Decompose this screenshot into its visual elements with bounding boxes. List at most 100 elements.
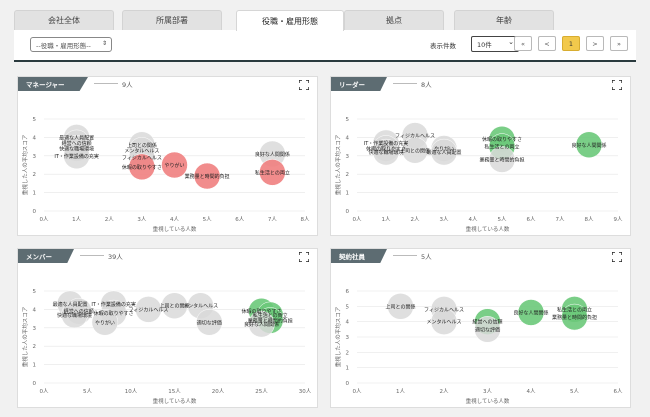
y-tick-label: 2 bbox=[346, 350, 350, 356]
x-tick-label: 1人 bbox=[382, 216, 391, 223]
x-tick-label: 4人 bbox=[170, 216, 179, 223]
y-tick-label: 6 bbox=[346, 289, 350, 295]
data-point[interactable] bbox=[372, 138, 400, 166]
page-next-button[interactable]: > bbox=[586, 36, 604, 51]
y-axis-label: 重視した人の平均スコア bbox=[21, 306, 29, 367]
data-point-label: 経営への信頼 bbox=[64, 308, 94, 315]
data-point-label: メンタルヘルス bbox=[426, 319, 461, 326]
tab-location[interactable]: 拠点 bbox=[344, 10, 444, 30]
x-tick-label: 1人 bbox=[396, 388, 405, 395]
x-tick-label: 7人 bbox=[268, 216, 277, 223]
title-divider bbox=[94, 83, 118, 84]
y-tick-label: 0 bbox=[33, 209, 37, 215]
data-point[interactable] bbox=[161, 151, 188, 179]
page-last-button[interactable]: » bbox=[610, 36, 628, 51]
y-tick-label: 4 bbox=[346, 320, 350, 326]
x-tick-label: 0人 bbox=[353, 216, 362, 223]
data-point[interactable] bbox=[430, 138, 458, 166]
data-point-label: 適切な評価 bbox=[197, 319, 222, 326]
data-point[interactable] bbox=[561, 303, 588, 331]
x-tick-label: 9人 bbox=[614, 216, 623, 223]
data-point[interactable] bbox=[517, 299, 545, 326]
x-tick-label: 15人 bbox=[168, 388, 181, 395]
x-tick-label: 25人 bbox=[255, 388, 268, 395]
y-tick-label: 1 bbox=[346, 366, 350, 372]
tab-position[interactable]: 役職・雇用形態 bbox=[236, 10, 344, 31]
data-point[interactable] bbox=[387, 293, 414, 320]
y-tick-label: 4 bbox=[346, 135, 350, 141]
x-tick-label: 3人 bbox=[137, 216, 146, 223]
x-tick-label: 8人 bbox=[585, 216, 594, 223]
data-point-label: 業務量と時間的負担 bbox=[479, 156, 524, 163]
data-point[interactable] bbox=[63, 142, 90, 170]
data-point-label: 良好な人間関係 bbox=[571, 142, 606, 149]
data-point[interactable] bbox=[488, 146, 516, 173]
data-point[interactable] bbox=[61, 301, 88, 329]
data-point-label: やりがい bbox=[164, 162, 184, 169]
x-axis-label: 重視している人数 bbox=[153, 397, 197, 405]
data-point-label: 業務量と時間的負担 bbox=[552, 314, 597, 321]
tab-bar: 会社全体 所属部署 役職・雇用形態 拠点 年齢 bbox=[14, 10, 636, 31]
x-tick-label: 5人 bbox=[498, 216, 507, 223]
data-point[interactable] bbox=[474, 316, 501, 343]
x-tick-label: 6人 bbox=[614, 388, 623, 395]
x-tick-label: 4人 bbox=[527, 388, 536, 395]
title-divider bbox=[393, 83, 417, 84]
x-tick-label: 6人 bbox=[235, 216, 244, 223]
tab-department[interactable]: 所属部署 bbox=[122, 10, 222, 30]
position-select-value: --役職・雇用形態-- bbox=[36, 41, 91, 50]
y-tick-label: 0 bbox=[346, 209, 350, 215]
data-point-label: 休暇の取りやすさ bbox=[122, 164, 162, 171]
per-page-value: 10件 bbox=[477, 41, 492, 49]
data-point-label: 経営への信頼 bbox=[472, 319, 502, 326]
x-tick-label: 0人 bbox=[40, 216, 49, 223]
data-point-label: 休暇の取りやすさ bbox=[366, 145, 406, 152]
y-tick-label: 1 bbox=[33, 363, 37, 369]
data-point-label: フィジカルヘルス bbox=[424, 307, 464, 313]
data-point-label: 休暇の取りやすさ bbox=[482, 136, 522, 143]
data-point[interactable] bbox=[128, 153, 156, 181]
data-point[interactable] bbox=[193, 162, 221, 190]
data-point-label: メンタルヘルス bbox=[124, 147, 159, 154]
data-point-label: 上司との関係 bbox=[127, 142, 157, 149]
tab-age[interactable]: 年齢 bbox=[454, 10, 554, 30]
data-point-label: 上司との関係 bbox=[160, 303, 190, 310]
data-point[interactable] bbox=[430, 308, 458, 335]
position-select[interactable]: --役職・雇用形態-- ⇕ bbox=[30, 37, 112, 52]
page-first-button[interactable]: « bbox=[514, 36, 532, 51]
page-current-button[interactable]: 1 bbox=[562, 36, 580, 51]
per-page-label: 表示件数 bbox=[430, 42, 456, 50]
y-tick-label: 5 bbox=[346, 304, 350, 310]
data-point[interactable] bbox=[401, 137, 429, 164]
data-point-label: 快適な職場環境 bbox=[59, 145, 94, 152]
per-page-select[interactable]: 10件 ⌄ bbox=[471, 36, 519, 52]
tab-company[interactable]: 会社全体 bbox=[14, 10, 114, 30]
y-tick-label: 3 bbox=[33, 326, 37, 332]
respondent-count: 5人 bbox=[421, 253, 432, 261]
select-arrows-icon: ⇕ bbox=[101, 40, 107, 47]
page-prev-button[interactable]: < bbox=[538, 36, 556, 51]
data-point-label: やりがい bbox=[434, 145, 454, 152]
data-point-label: フィジカルヘルス bbox=[128, 307, 168, 313]
x-axis-label: 重視している人数 bbox=[466, 397, 510, 405]
x-tick-label: 2人 bbox=[105, 216, 114, 223]
chart-card-contract: 契約社員 5人 0 1 2 3 4 5 6 0人 1人 2人 3人 4人 5人 6人 重視している人数 重視した人… bbox=[330, 248, 631, 408]
y-axis-label: 重視した人の平均スコア bbox=[21, 134, 29, 195]
data-point[interactable] bbox=[91, 309, 119, 336]
data-point-label: 良好な人間関係 bbox=[244, 321, 279, 328]
y-tick-label: 5 bbox=[33, 289, 37, 295]
data-point-label: 休暇の取りやすさ bbox=[241, 308, 281, 315]
data-point[interactable] bbox=[196, 309, 223, 336]
data-point[interactable] bbox=[248, 310, 275, 338]
y-tick-label: 0 bbox=[346, 381, 350, 387]
data-point[interactable] bbox=[575, 131, 603, 159]
data-point[interactable] bbox=[259, 159, 286, 186]
data-point[interactable] bbox=[135, 296, 162, 323]
data-point-label: 最適な人員配置 bbox=[53, 301, 88, 308]
data-point-label: 私生活との両立 bbox=[485, 144, 520, 151]
y-tick-label: 1 bbox=[346, 191, 350, 197]
y-axis-label: 重視した人の平均スコア bbox=[334, 134, 342, 195]
data-point-label: 業務量と時間的負担 bbox=[248, 317, 293, 324]
